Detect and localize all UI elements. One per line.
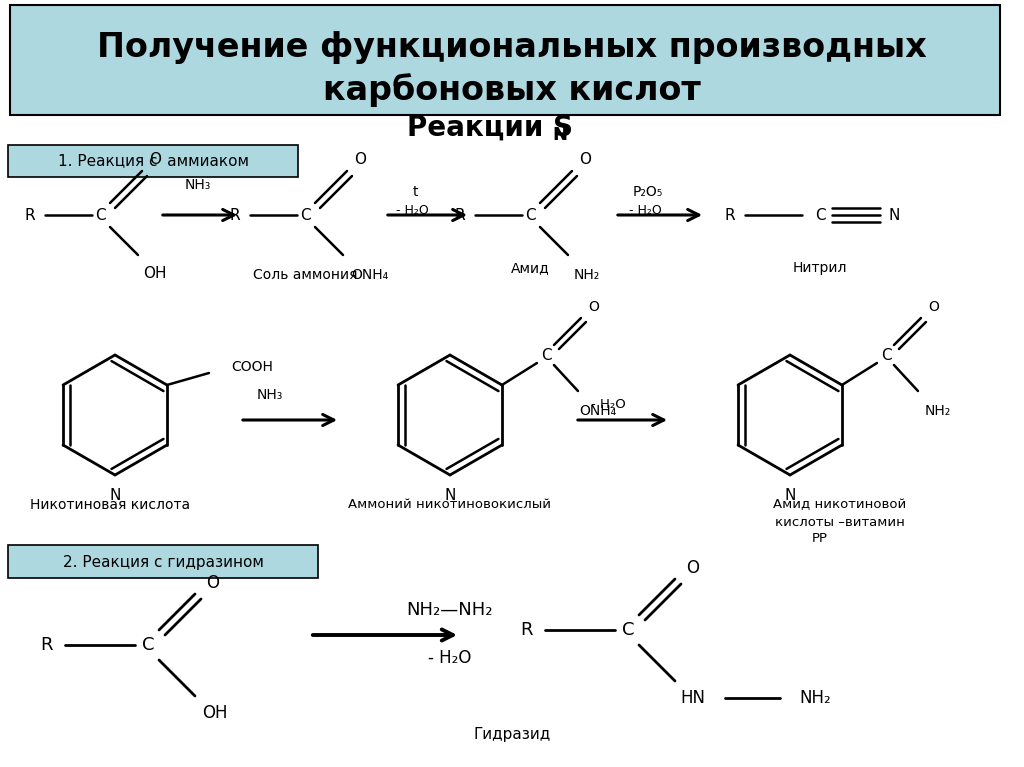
Text: Реакции S: Реакции S: [407, 114, 573, 142]
Text: OH: OH: [203, 704, 227, 722]
Text: R: R: [521, 621, 534, 639]
Text: R: R: [455, 208, 465, 222]
Bar: [8, 545, 318, 578]
Text: Аммоний никотиновокислый: Аммоний никотиновокислый: [348, 499, 552, 512]
Text: 2. Реакция с гидразином: 2. Реакция с гидразином: [62, 555, 263, 570]
Text: NH₂: NH₂: [925, 404, 951, 418]
Text: C: C: [524, 208, 536, 222]
Text: C: C: [141, 636, 155, 654]
Text: O: O: [686, 559, 699, 577]
Text: COOH: COOH: [231, 360, 273, 374]
Text: ONH₄: ONH₄: [580, 404, 616, 418]
Bar: [10, 5, 1000, 115]
Text: t: t: [413, 185, 418, 199]
Text: карбоновых кислот: карбоновых кислот: [324, 73, 700, 107]
Text: Гидразид: Гидразид: [473, 728, 551, 742]
Text: R: R: [25, 208, 35, 222]
Text: R: R: [725, 208, 735, 222]
Text: C: C: [622, 621, 634, 639]
Text: N: N: [110, 488, 121, 502]
Text: O: O: [929, 300, 939, 314]
Bar: [8, 145, 298, 177]
Text: O: O: [354, 153, 366, 167]
Text: NH₃: NH₃: [184, 178, 211, 192]
Text: - H₂O: - H₂O: [428, 649, 472, 667]
Text: NH₂—NH₂: NH₂—NH₂: [407, 601, 494, 619]
Text: O: O: [589, 300, 599, 314]
Text: C: C: [815, 208, 825, 222]
Text: O: O: [150, 153, 161, 167]
Text: Получение функциональных производных: Получение функциональных производных: [97, 31, 927, 64]
Text: OH: OH: [143, 265, 167, 281]
Text: Соль аммония: Соль аммония: [253, 268, 357, 282]
Text: O: O: [207, 574, 219, 592]
Text: N: N: [888, 208, 900, 222]
Text: - H₂O: - H₂O: [591, 399, 626, 412]
Text: C: C: [541, 347, 551, 363]
Text: O: O: [579, 153, 591, 167]
Text: NH₂: NH₂: [799, 689, 830, 707]
Text: Никотиновая кислота: Никотиновая кислота: [30, 498, 190, 512]
Text: R: R: [41, 636, 53, 654]
Text: кислоты –витамин: кислоты –витамин: [775, 515, 905, 528]
Text: NH₃: NH₃: [257, 388, 284, 402]
Text: NH₂: NH₂: [573, 268, 600, 282]
Text: C: C: [94, 208, 105, 222]
Text: R: R: [229, 208, 241, 222]
Text: Амид: Амид: [511, 261, 549, 275]
Text: - H₂O: - H₂O: [629, 203, 662, 216]
Text: PP: PP: [812, 532, 828, 545]
Text: P₂O₅: P₂O₅: [633, 185, 664, 199]
Text: Амид никотиновой: Амид никотиновой: [773, 499, 906, 512]
Text: Нитрил: Нитрил: [793, 261, 847, 275]
Text: N: N: [444, 488, 456, 502]
Text: ONH₄: ONH₄: [351, 268, 389, 282]
Text: HN: HN: [681, 689, 706, 707]
Text: N: N: [553, 126, 567, 144]
Text: C: C: [300, 208, 310, 222]
Text: N: N: [784, 488, 796, 502]
Text: 1. Реакция с  аммиаком: 1. Реакция с аммиаком: [57, 153, 249, 169]
Text: - H₂O: - H₂O: [395, 203, 428, 216]
Text: C: C: [881, 347, 891, 363]
